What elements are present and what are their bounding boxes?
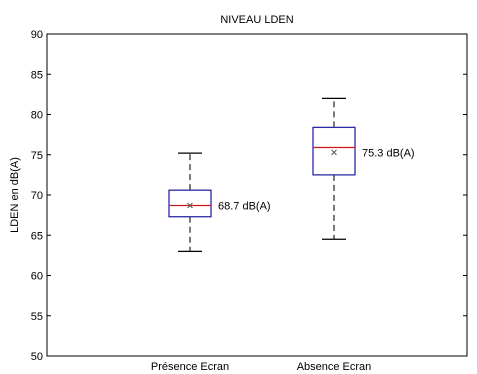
mean-annotation: 75.3 dB(A)	[362, 147, 415, 159]
y-tick-label: 55	[31, 311, 43, 323]
box-1: 68.7 dB(A)	[168, 152, 271, 253]
x-category-label: Absence Ecran	[297, 361, 372, 373]
plot-area	[46, 33, 468, 357]
mean-marker	[187, 202, 193, 209]
y-tick-label: 70	[31, 190, 43, 202]
x-category-label: Présence Ecran	[151, 361, 229, 373]
chart-title: NIVEAU LDEN	[220, 14, 293, 26]
boxes-group: 68.7 dB(A) 75.3 dB(A)	[168, 97, 415, 253]
y-tick-label: 50	[31, 351, 43, 363]
box-2: 75.3 dB(A)	[312, 97, 415, 240]
y-tick-label: 80	[31, 110, 43, 122]
y-axis-ticks: 50 55 60 65 70 75 80 85 90	[31, 29, 467, 363]
y-tick-label: 65	[31, 230, 43, 242]
y-tick-label: 60	[31, 271, 43, 283]
iqr-box	[312, 126, 356, 176]
y-axis-label: LDEN en dB(A)	[9, 157, 21, 233]
mean-marker	[331, 149, 337, 156]
x-axis-labels: Présence Ecran Absence Ecran	[151, 361, 371, 373]
mean-annotation: 68.7 dB(A)	[218, 200, 271, 212]
y-tick-label: 85	[31, 69, 43, 81]
iqr-box	[168, 189, 212, 218]
y-tick-label: 90	[31, 29, 43, 41]
y-tick-label: 75	[31, 150, 43, 162]
